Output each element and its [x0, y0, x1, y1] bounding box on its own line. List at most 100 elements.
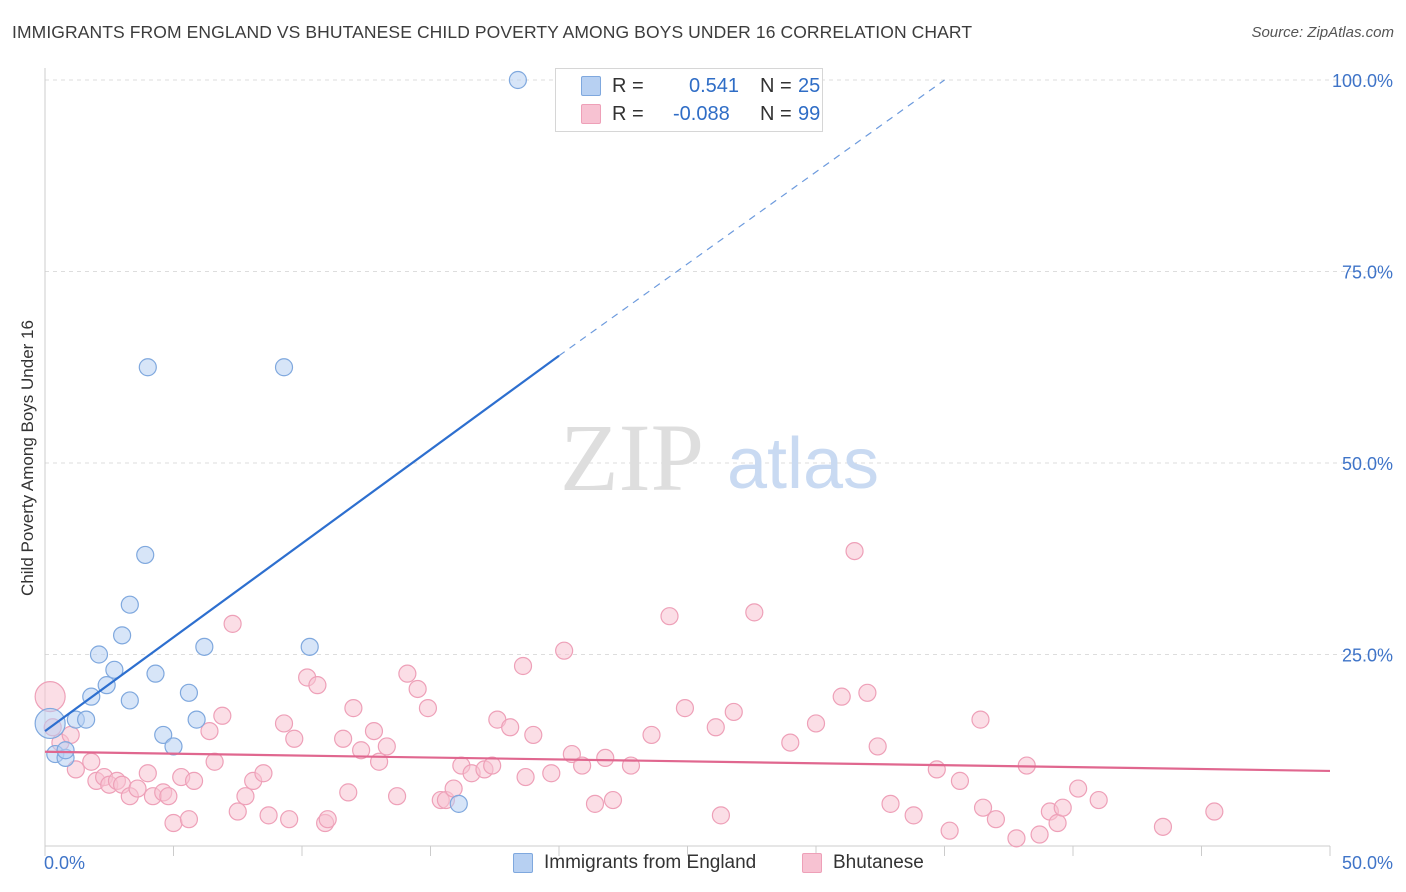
bhutanese-point: [339, 783, 358, 802]
bhutanese-trend-line: [44, 750, 1331, 773]
bhutanese-points: [34, 541, 1224, 848]
bhutanese-point: [524, 725, 543, 745]
bhutanese-point: [501, 718, 520, 737]
england-points: [34, 70, 527, 813]
england-point: [105, 660, 124, 679]
bhutanese-point: [200, 721, 219, 741]
bhutanese-point: [858, 683, 877, 702]
bhutanese-point: [308, 676, 327, 695]
bhutanese-point: [516, 767, 535, 787]
bhutanese-point: [179, 810, 199, 829]
bhutanese-point: [285, 729, 304, 748]
bhutanese-point: [164, 813, 183, 833]
trend-lines: [44, 79, 1331, 773]
bhutanese-point: [1007, 829, 1026, 848]
bhutanese-point: [138, 764, 157, 783]
legend-swatch-england: [581, 76, 601, 96]
england-point: [77, 710, 96, 729]
bhutanese-point: [418, 699, 438, 718]
legend-n-label: N =: [760, 102, 792, 125]
bhutanese-point: [318, 810, 337, 829]
england-point: [89, 645, 109, 664]
bhutanese-point: [274, 714, 294, 733]
bhutanese-point: [236, 787, 255, 806]
england-point: [120, 595, 139, 614]
bhutanese-point: [444, 779, 463, 798]
bhutanese-point: [280, 810, 299, 829]
bhutanese-point: [711, 806, 731, 825]
bhutanese-point: [254, 764, 273, 783]
legend-label-bhutanese: Bhutanese: [833, 852, 924, 873]
bhutanese-point: [66, 760, 85, 779]
legend-swatch-bhutanese: [802, 853, 822, 873]
bhutanese-point: [34, 681, 66, 713]
england-trend-line: [44, 354, 560, 732]
bhutanese-point: [940, 821, 959, 840]
bhutanese-point: [971, 710, 990, 729]
bhutanese-point: [986, 810, 1006, 829]
england-point: [195, 637, 214, 656]
bhutanese-point: [128, 779, 147, 798]
england-point: [146, 664, 165, 683]
legend-n-label: N =: [760, 74, 792, 97]
bhutanese-point: [1030, 825, 1049, 844]
bhutanese-point: [184, 771, 204, 790]
bhutanese-point: [1153, 817, 1173, 836]
bhutanese-point: [881, 794, 900, 813]
bhutanese-point: [228, 802, 247, 821]
bhutanese-point: [596, 748, 615, 768]
y-tick-label: 100.0%: [1332, 71, 1393, 91]
bhutanese-point: [205, 752, 224, 771]
bhutanese-point: [806, 714, 826, 733]
y-tick-label: 75.0%: [1342, 263, 1393, 283]
bhutanese-point: [904, 806, 923, 825]
bhutanese-point: [408, 679, 427, 699]
correlation-legend: R = 0.541 N = 25 R = -0.088 N = 99: [555, 68, 823, 132]
source-credit: Source: ZipAtlas.com: [1251, 24, 1394, 41]
bhutanese-point: [781, 733, 800, 752]
x-tick-label: 0.0%: [44, 853, 85, 873]
bhutanese-point: [555, 641, 574, 660]
bhutanese-point: [213, 706, 232, 725]
bhutanese-point: [950, 771, 970, 790]
legend-r-value-england: 0.541: [689, 74, 740, 97]
england-point: [56, 741, 75, 760]
legend-r-label: R =: [612, 74, 644, 97]
y-tick-label: 25.0%: [1342, 646, 1393, 666]
bhutanese-point: [1205, 802, 1224, 821]
watermark-atlas: atlas: [727, 424, 879, 504]
bhutanese-point: [724, 702, 743, 722]
legend-label-england: Immigrants from England: [544, 852, 757, 873]
watermark-zip: ZIP: [560, 404, 704, 511]
y-tick-label: 50.0%: [1342, 454, 1393, 474]
bhutanese-point: [344, 699, 363, 718]
bhutanese-point: [82, 752, 101, 771]
bhutanese-point: [364, 721, 384, 741]
legend-swatch-bhutanese: [581, 104, 601, 124]
bhutanese-point: [1069, 779, 1088, 798]
bhutanese-point: [259, 806, 278, 825]
bhutanese-point: [573, 756, 592, 775]
bhutanese-point: [1048, 813, 1067, 833]
bhutanese-point: [159, 787, 178, 806]
bhutanese-point: [832, 687, 851, 706]
tick-labels: 25.0% 50.0% 75.0% 100.0% 0.0% 50.0%: [44, 71, 1393, 873]
legend-r-label: R =: [612, 102, 644, 125]
bhutanese-point: [398, 664, 417, 683]
bhutanese-point: [706, 718, 725, 737]
bhutanese-point: [585, 794, 605, 813]
bhutanese-point: [61, 725, 80, 745]
x-tick-label: 50.0%: [1342, 853, 1393, 873]
england-trend-extension: [558, 79, 945, 357]
england-point: [154, 725, 173, 745]
bhutanese-point: [675, 699, 695, 718]
bhutanese-point: [562, 744, 581, 764]
bhutanese-point: [868, 737, 887, 756]
bhutanese-point: [387, 787, 407, 806]
legend-r-value-bhutanese: -0.088: [673, 102, 730, 125]
england-point: [508, 70, 527, 90]
bhutanese-point: [334, 729, 353, 748]
bhutanese-point: [603, 790, 623, 810]
england-point: [300, 637, 319, 656]
